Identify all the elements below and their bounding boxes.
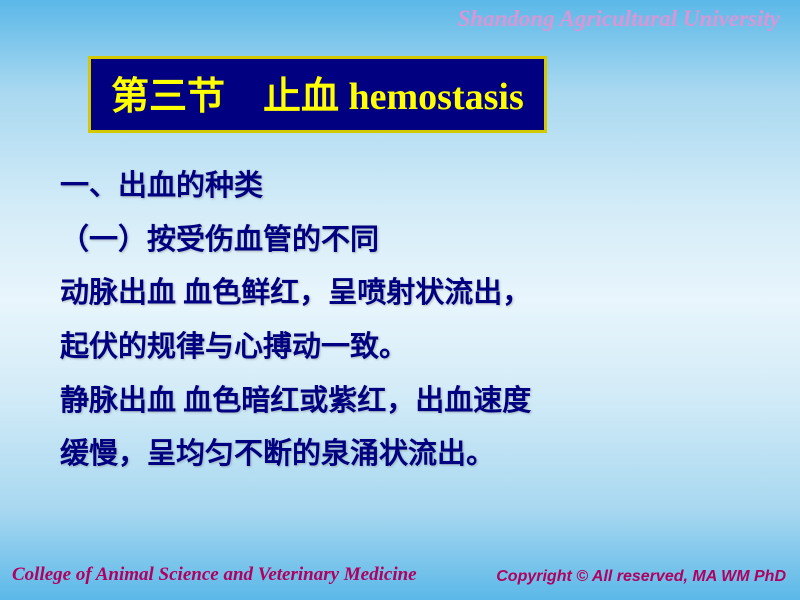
section-title: 第三节 止血 hemostasis [111,76,524,118]
body-line-2: 起伏的规律与心搏动一致。 [60,321,740,375]
body-line-1: 动脉出血 血色鲜红，呈喷射状流出， [60,267,740,321]
body-line-4: 缓慢，呈均匀不断的泉涌状流出。 [60,428,740,482]
footer-college: College of Animal Science and Veterinary… [12,564,417,586]
university-header: Shandong Agricultural University [457,6,780,32]
body-line-3: 静脉出血 血色暗红或紫红，出血速度 [60,375,740,429]
heading-1: 一、出血的种类 [60,160,740,214]
section-title-box: 第三节 止血 hemostasis [88,56,547,133]
footer-copyright: Copyright © All reserved, MA WM PhD [496,568,786,586]
content-area: 一、出血的种类 （一）按受伤血管的不同 动脉出血 血色鲜红，呈喷射状流出， 起伏… [60,160,740,482]
heading-2: （一）按受伤血管的不同 [60,214,740,268]
